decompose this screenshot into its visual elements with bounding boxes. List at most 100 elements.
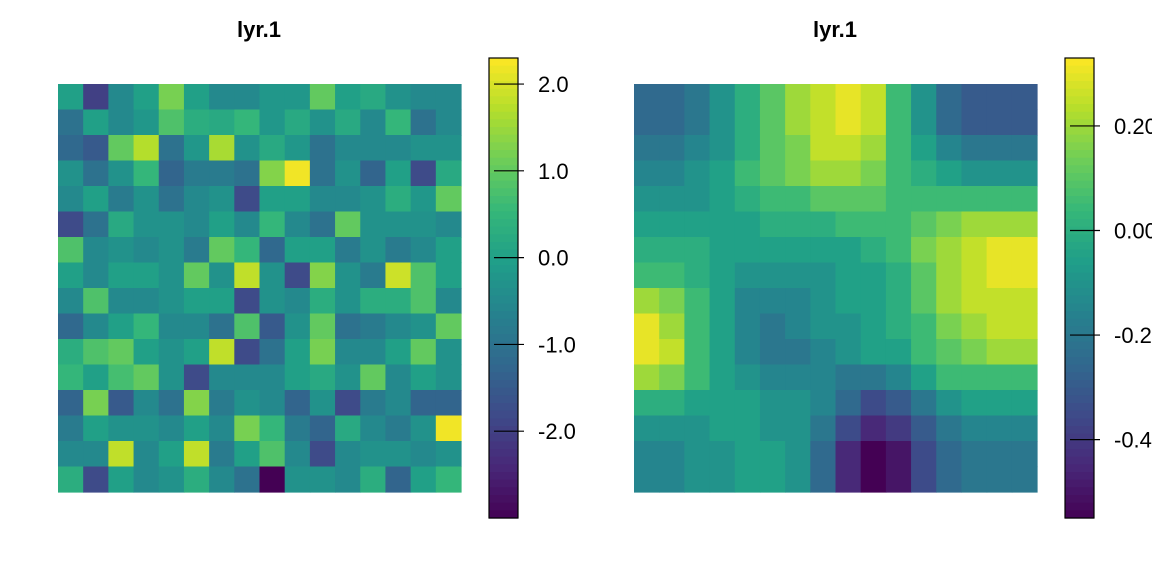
colorbar-segment [1065,372,1094,381]
heatmap-cell [961,288,988,315]
heatmap-cell [759,262,786,289]
heatmap-cell [83,262,109,289]
heatmap-cell [684,466,711,493]
colorbar-segment [1065,142,1094,151]
colorbar-segment [1065,341,1094,350]
heatmap-cell [435,313,462,340]
heatmap-cell [435,262,462,289]
colorbar-segment [489,502,518,511]
heatmap-cell [234,466,261,493]
heatmap-cell [335,288,361,315]
heatmap-cell [309,339,336,366]
heatmap-cell [759,84,786,111]
colorbar-segment [489,418,518,427]
heatmap-cell [410,441,437,468]
heatmap-cell [1011,109,1038,136]
colorbar-segment [1065,265,1094,274]
heatmap-cell [309,313,336,340]
heatmap-cell [335,364,361,391]
heatmap-cell [810,364,837,391]
heatmap-cell [335,84,361,111]
colorbar-segment [1065,364,1094,373]
colorbar-segment [1065,104,1094,113]
heatmap-cell [410,313,437,340]
heatmap-cell [634,135,660,162]
colorbar-segment [489,387,518,396]
heatmap-cell [309,135,336,162]
heatmap-cell [234,160,261,187]
heatmap-cell [183,160,210,187]
heatmap-cell [410,339,437,366]
heatmap-cell [810,466,837,493]
heatmap-cell [1011,160,1038,187]
heatmap-cell [183,313,210,340]
heatmap-cell [659,160,685,187]
colorbar-segment [489,472,518,481]
heatmap-cell [835,186,862,213]
heatmap-cell [860,211,887,238]
heatmap-cell [659,109,685,136]
heatmap-cell [335,466,361,493]
heatmap-cell [885,288,912,315]
heatmap-cell [734,288,761,315]
heatmap-cell [133,313,160,340]
colorbar-left: 2.0 1.0 0.0 -1.0 -2.0 [488,57,576,519]
heatmap-cell [936,364,963,391]
heatmap-cell [734,390,761,417]
heatmap-cell [309,109,336,136]
heatmap-cell [785,288,811,315]
heatmap-cell [785,237,811,264]
heatmap-cell [759,339,786,366]
heatmap-cell [209,84,235,111]
heatmap-cell [435,160,462,187]
colorbar-segment [1065,157,1094,166]
heatmap-cell [435,109,462,136]
heatmap-cell [734,339,761,366]
heatmap-cell [259,288,286,315]
heatmap-cell [158,313,185,340]
colorbar-segment [1065,403,1094,412]
colorbar-tick-label: 1.0 [538,159,569,184]
colorbar-segment [489,303,518,312]
colorbar-segment [1065,303,1094,312]
heatmap-cell [58,237,84,264]
heatmap-cell [108,109,135,136]
heatmap-cell [684,237,711,264]
heatmap-cell [234,84,261,111]
heatmap-cell [133,109,160,136]
heatmap-cell [1011,364,1038,391]
heatmap-cell [759,441,786,468]
colorbar-segment [1065,288,1094,297]
heatmap-cell [410,186,437,213]
heatmap-cell [634,109,660,136]
heatmap-cell [659,415,685,442]
heatmap-cell [911,466,937,493]
heatmap-cell [911,288,937,315]
colorbar-segment [489,257,518,266]
heatmap-cell [684,135,711,162]
heatmap-cell [684,109,711,136]
heatmap-cell [961,441,988,468]
heatmap-cell [961,237,988,264]
heatmap-cell [209,415,235,442]
heatmap-cell [659,441,685,468]
colorbar-segment [1065,165,1094,174]
heatmap-cell [58,109,84,136]
heatmap-panel-left: lyr.1 2.0 1.0 0.0 -1.0 -2.0 [58,17,576,519]
heatmap-cell [936,109,963,136]
heatmap-cell [885,237,912,264]
heatmap-cell [234,186,261,213]
heatmap-cell [259,339,286,366]
heatmap-cell [911,109,937,136]
heatmap-cell [385,262,412,289]
heatmap-cell [83,288,109,315]
heatmap-cell [684,288,711,315]
colorbar-segment [489,88,518,97]
colorbar-segment [489,426,518,435]
heatmap-cell [259,441,286,468]
heatmap-cell [309,364,336,391]
heatmap-cell [385,211,412,238]
heatmap-cell [133,364,160,391]
colorbar-segment [489,395,518,404]
heatmap-cell [58,415,84,442]
